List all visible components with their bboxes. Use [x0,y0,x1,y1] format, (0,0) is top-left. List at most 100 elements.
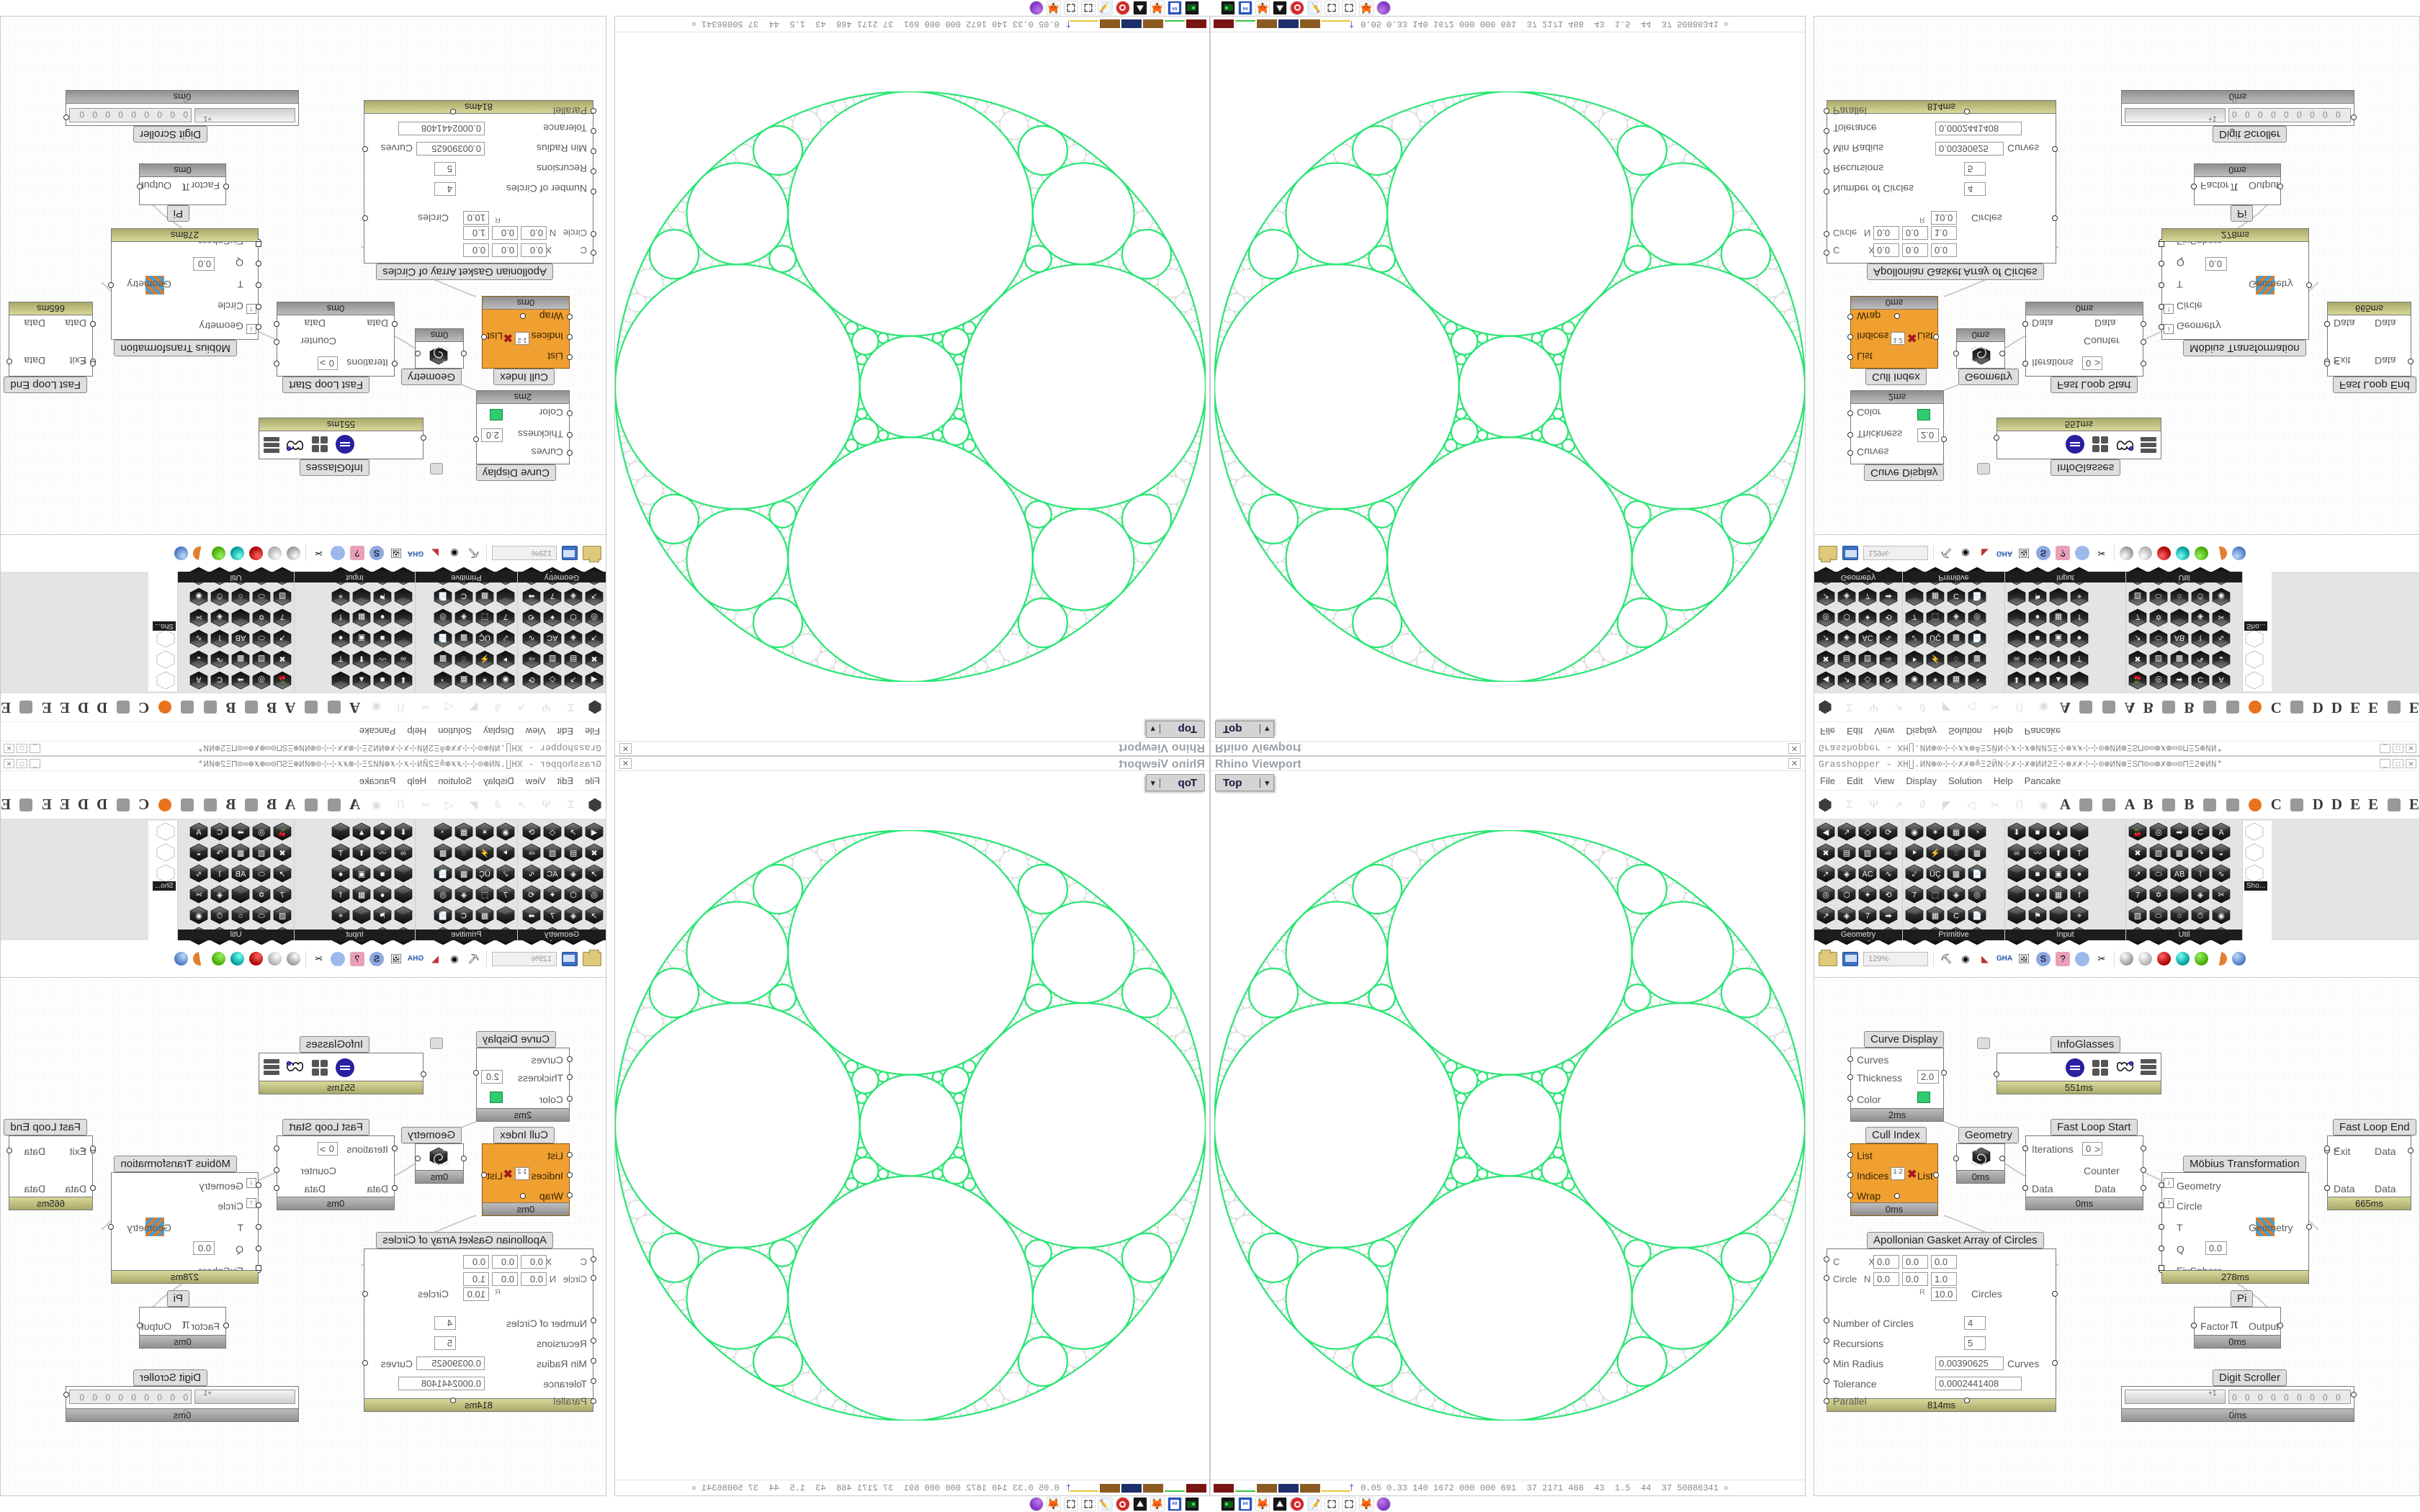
svg-text:⚑: ⚑ [379,912,386,921]
svg-text:∿: ∿ [1885,870,1891,879]
svg-text:✖: ✖ [1822,850,1829,858]
svg-text:AB: AB [2174,870,2185,879]
svg-text:◉: ◉ [2218,912,2225,921]
svg-text:∞: ∞ [400,850,406,858]
svg-text:T: T [338,850,343,858]
svg-text:⚑: ⚑ [2034,912,2041,921]
svg-text:⚡: ⚡ [1930,849,1940,858]
svg-text:🍒: 🍒 [2133,828,2143,837]
svg-text:■: ■ [2035,870,2040,879]
svg-text:▣: ▣ [2055,870,2062,879]
svg-text:AC: AC [1862,870,1873,879]
svg-text:7: 7 [2136,891,2140,900]
svg-text:⬭: ⬭ [2155,870,2162,879]
svg-text:T: T [2077,850,2082,858]
svg-text:▦: ▦ [358,891,365,900]
svg-text:📄: 📄 [1972,870,1982,879]
svg-text:⏱: ⏱ [2197,912,2204,921]
svg-text:▩: ▩ [1953,870,1960,879]
svg-text:✦: ✦ [1864,891,1870,900]
svg-text:⬭: ⬭ [258,912,265,921]
svg-text:⯈: ⯈ [1912,850,1918,858]
svg-text:📄: 📄 [1972,912,1982,921]
svg-text:✡: ✡ [2155,891,2161,900]
svg-text:✖: ✖ [279,850,285,858]
svg-text:◈: ◈ [1844,870,1850,879]
svg-text:⟲: ⟲ [1885,891,1891,900]
svg-text:◇: ◇ [1865,829,1871,837]
svg-text:∿: ∿ [2218,870,2224,879]
svg-text:▲: ▲ [2055,829,2063,837]
svg-text:◎: ◎ [1973,891,1981,900]
svg-text:⬭: ⬭ [258,870,265,879]
svg-text:✦: ✦ [549,891,555,900]
svg-text:7: 7 [1912,891,1917,900]
svg-text:∿: ∿ [528,870,534,879]
svg-text:▩: ▩ [2176,850,2183,858]
svg-text:●: ● [2077,870,2082,879]
svg-text:◎: ◎ [1822,891,1829,900]
svg-text:▦: ▦ [1932,912,1939,921]
svg-text:⬆: ⬆ [2055,850,2061,858]
svg-text:▤: ▤ [570,850,577,858]
svg-text:◌: ◌ [461,850,466,858]
svg-text:◎: ◎ [439,891,447,900]
svg-text:i: i [289,1062,290,1066]
svg-text:◈: ◈ [460,891,467,900]
svg-text:⚡: ⚡ [480,849,490,858]
svg-text:✶: ✶ [1932,829,1938,837]
svg-text:●: ● [2035,891,2040,900]
svg-text:✶: ✶ [481,829,488,837]
svg-text:▣: ▣ [358,870,365,879]
svg-text:ÜÇ: ÜÇ [479,870,490,879]
svg-text:▧: ▧ [2155,850,2162,858]
svg-text:⬡: ⬡ [1843,891,1850,900]
svg-text:∞: ∞ [2014,850,2020,858]
svg-text:7: 7 [503,891,508,900]
svg-text:⌖: ⌖ [2077,912,2081,921]
svg-text:C: C [2197,829,2203,837]
svg-text:▦: ▦ [1953,829,1960,837]
svg-text:C: C [217,829,223,837]
svg-text:✖: ✖ [591,850,597,858]
svg-text:C: C [461,912,467,921]
svg-text:⬇: ⬇ [2013,829,2020,837]
svg-text:⬆: ⬆ [358,850,364,858]
svg-text:7: 7 [1865,912,1870,921]
svg-text:⬇: ⬇ [400,829,406,837]
svg-text:◒: ◒ [197,850,202,858]
svg-text:◈: ◈ [2197,891,2204,900]
svg-text:ÜÇ: ÜÇ [1930,870,1941,879]
svg-text:■: ■ [2035,829,2040,837]
svg-text:●: ● [380,891,385,900]
svg-text:〰: 〰 [379,850,387,858]
svg-text:▧: ▧ [2134,912,2141,921]
svg-text:⟲: ⟲ [528,891,534,900]
svg-text:✡: ✡ [258,891,264,900]
svg-text:▩: ▩ [1973,850,1981,858]
svg-text:◌: ◌ [1954,850,1959,858]
svg-text:➡: ➡ [237,829,243,837]
svg-text:◎: ◎ [2155,829,2162,837]
svg-text:↗: ↗ [570,829,576,837]
svg-text:〰: 〰 [2034,850,2042,858]
svg-text:A: A [196,829,202,837]
svg-text:○: ○ [2177,912,2182,921]
svg-text:AC: AC [547,870,557,879]
svg-text:f: f [339,891,342,900]
svg-text:⯈: ⯈ [503,850,509,858]
svg-text:◇: ◇ [549,829,555,837]
svg-text:◈: ◈ [1844,912,1850,921]
svg-text:⬚: ⬚ [1932,891,1939,900]
svg-text:◉: ◉ [195,912,202,921]
svg-text:●: ● [339,870,344,879]
svg-text:⟳: ⟳ [1885,829,1891,837]
svg-text:◈: ◈ [1953,891,1960,900]
svg-text:◀: ◀ [591,829,597,837]
svg-text:✖: ✖ [2134,850,2141,858]
svg-text:◈: ◈ [216,891,223,900]
svg-text:⤦: ⤦ [503,870,508,879]
svg-text:↗: ↗ [279,870,285,879]
svg-text:↗: ↗ [1822,912,1829,921]
svg-text:7: 7 [280,891,284,900]
